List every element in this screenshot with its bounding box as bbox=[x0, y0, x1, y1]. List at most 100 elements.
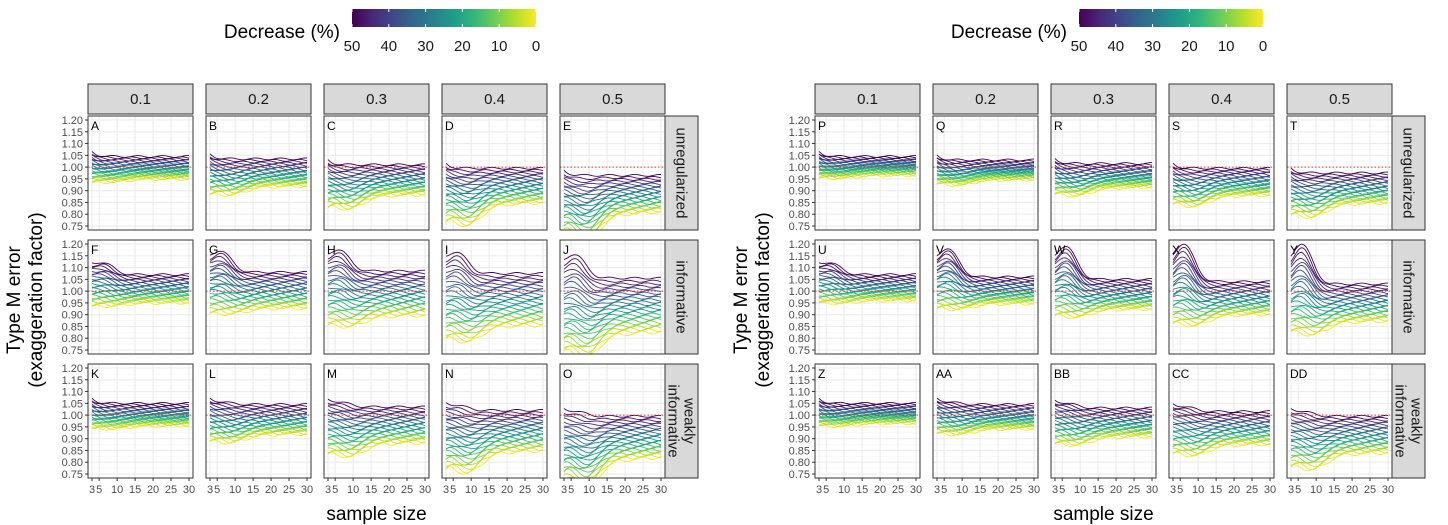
series-line bbox=[1172, 403, 1271, 413]
series-line bbox=[1290, 412, 1389, 420]
x-tick-label: 5 bbox=[568, 484, 574, 496]
series-line bbox=[1290, 291, 1389, 307]
series-line bbox=[445, 321, 544, 342]
series-line bbox=[327, 313, 426, 329]
series-line bbox=[209, 414, 308, 421]
panel-border bbox=[559, 363, 666, 479]
series-line bbox=[91, 172, 190, 180]
series-line bbox=[210, 273, 308, 287]
series-line bbox=[818, 397, 916, 405]
panel-border bbox=[323, 115, 430, 231]
series-line bbox=[818, 262, 916, 277]
series-group bbox=[327, 398, 426, 459]
x-tick-label: 20 bbox=[1346, 484, 1358, 496]
series-line bbox=[1172, 246, 1271, 285]
series-line bbox=[209, 421, 308, 429]
series-line bbox=[209, 397, 307, 406]
x-tick-label: 10 bbox=[838, 484, 850, 496]
y-tick-label: 0.90 bbox=[62, 186, 83, 198]
series-line bbox=[563, 310, 662, 326]
panel-border bbox=[87, 115, 194, 231]
series-line bbox=[818, 162, 917, 167]
legend-tick-label: 40 bbox=[380, 38, 397, 55]
panel: CC 3 5 10 15 20 25 30 bbox=[1168, 363, 1276, 496]
series-line bbox=[563, 323, 662, 348]
series-line bbox=[91, 397, 189, 405]
x-tick-label: 3 bbox=[1052, 484, 1058, 496]
series-line bbox=[327, 309, 426, 325]
x-tick-label: 15 bbox=[365, 484, 377, 496]
series-line bbox=[563, 184, 662, 195]
series-line bbox=[209, 424, 308, 434]
y-tick-label: 1.10 bbox=[62, 263, 83, 275]
series-line bbox=[445, 271, 544, 288]
x-tick-label: 3 bbox=[443, 484, 449, 496]
y-tick-label: 1.20 bbox=[789, 239, 810, 251]
panel-tag: P bbox=[818, 119, 826, 133]
column-strip-label: 0.3 bbox=[1093, 91, 1114, 108]
series-line bbox=[1290, 444, 1389, 462]
series-line bbox=[91, 410, 190, 415]
series-line bbox=[563, 258, 662, 283]
y-tick-label: 1.15 bbox=[789, 375, 810, 387]
x-tick-label: 25 bbox=[637, 484, 649, 496]
series-line bbox=[445, 319, 544, 339]
panel-tag: DD bbox=[1290, 367, 1308, 381]
series-line bbox=[563, 280, 662, 297]
series-line bbox=[563, 330, 662, 354]
legend-title: Decrease (%) bbox=[951, 22, 1067, 43]
row-strip-line: unregularized bbox=[673, 128, 690, 219]
series-line bbox=[445, 406, 544, 415]
series-line bbox=[209, 173, 308, 182]
series-group bbox=[1172, 162, 1271, 209]
series-line bbox=[1054, 245, 1152, 281]
y-tick-label: 1.00 bbox=[62, 410, 83, 422]
series-line bbox=[91, 284, 190, 292]
column-strip bbox=[1050, 83, 1157, 115]
series-line bbox=[1290, 292, 1389, 308]
series-line bbox=[563, 412, 662, 421]
panel-tag: T bbox=[1290, 119, 1298, 133]
panel-tag: V bbox=[936, 243, 944, 257]
column-strip bbox=[1168, 83, 1275, 115]
x-tick-label: 3 bbox=[89, 484, 95, 496]
x-tick-label: 20 bbox=[265, 484, 277, 496]
panel-tag: J bbox=[563, 243, 569, 257]
series-line bbox=[1290, 193, 1389, 207]
series-line bbox=[209, 182, 308, 196]
series-line bbox=[563, 328, 662, 354]
y-tick-label: 0.95 bbox=[789, 422, 810, 434]
series-line bbox=[936, 248, 1035, 279]
series-line bbox=[327, 426, 426, 437]
panel-tag: H bbox=[327, 243, 336, 257]
panel-tag: BB bbox=[1054, 367, 1070, 381]
panel-border bbox=[441, 239, 548, 355]
series-group bbox=[91, 262, 190, 309]
x-tick-label: 10 bbox=[465, 484, 477, 496]
series-line bbox=[91, 278, 190, 288]
series-line bbox=[446, 304, 544, 316]
x-tick-label: 3 bbox=[207, 484, 213, 496]
series-line bbox=[563, 429, 662, 442]
panel-border bbox=[87, 239, 194, 355]
x-tick-label: 10 bbox=[956, 484, 968, 496]
x-tick-label: 15 bbox=[1210, 484, 1222, 496]
y-tick-label: 0.85 bbox=[789, 445, 810, 457]
series-line bbox=[563, 426, 662, 435]
series-line bbox=[936, 425, 1035, 436]
series-line bbox=[563, 417, 662, 426]
panel: B bbox=[205, 115, 312, 231]
column-strip-label: 0.1 bbox=[857, 91, 878, 108]
panel-tag: O bbox=[563, 367, 572, 381]
series-line bbox=[327, 187, 426, 203]
series-line bbox=[563, 262, 662, 286]
series-line bbox=[818, 296, 917, 305]
series-line bbox=[563, 427, 662, 437]
series-line bbox=[1054, 171, 1153, 178]
x-tick-label: 15 bbox=[483, 484, 495, 496]
series-line bbox=[818, 291, 917, 297]
panel-tag: U bbox=[818, 243, 827, 257]
series-line bbox=[327, 423, 426, 433]
series-line bbox=[818, 420, 916, 428]
